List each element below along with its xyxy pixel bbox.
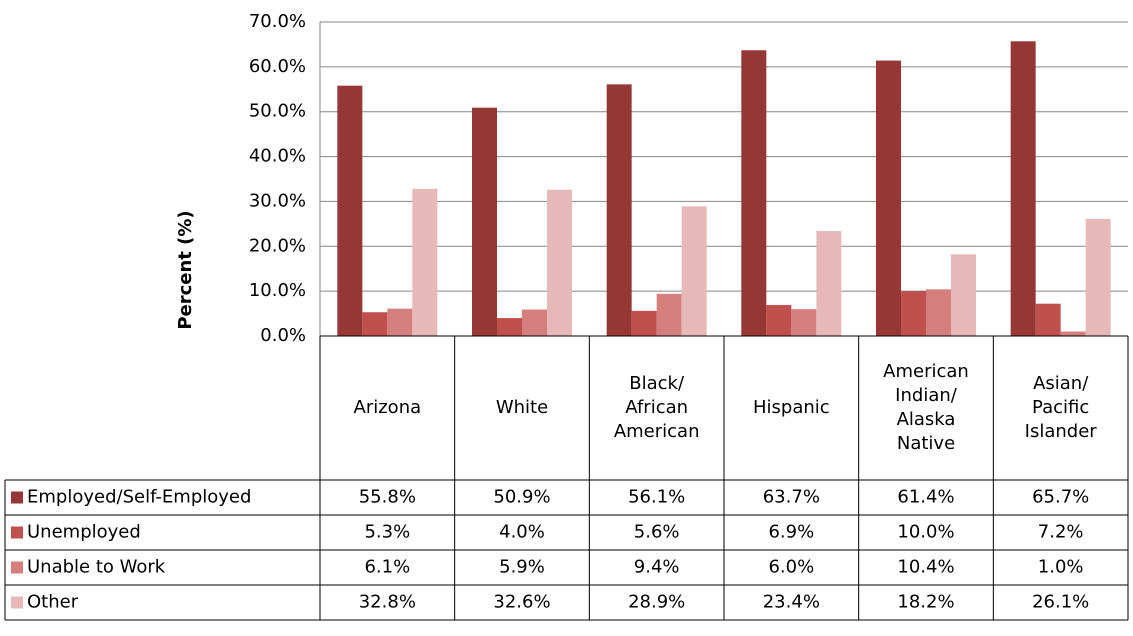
bar <box>816 231 842 336</box>
bar <box>951 254 976 336</box>
table-value: 4.0% <box>499 522 545 543</box>
table-value: 5.3% <box>364 522 410 543</box>
bar <box>681 206 707 336</box>
y-axis-title: Percent (%) <box>175 210 196 329</box>
bar <box>472 107 497 336</box>
legend-key <box>11 491 23 504</box>
bar <box>337 85 363 336</box>
category-label: American Indian/Alaska Native <box>883 361 969 454</box>
y-tick-label: 70.0% <box>249 11 306 32</box>
category-label: White <box>496 397 548 418</box>
bar <box>1085 218 1111 336</box>
table-value: 1.0% <box>1038 557 1084 578</box>
table-value: 10.4% <box>897 557 954 578</box>
table-value: 65.7% <box>1032 487 1089 508</box>
bar <box>791 309 817 336</box>
bar <box>497 318 522 336</box>
bar <box>606 84 632 336</box>
bar <box>522 309 547 336</box>
bar <box>1060 331 1086 336</box>
category-label: Black/African American <box>614 373 700 442</box>
y-tick-label: 40.0% <box>249 146 306 167</box>
table-value: 28.9% <box>628 592 685 613</box>
bar <box>1010 41 1036 336</box>
table-value: 9.4% <box>634 557 680 578</box>
table-value: 55.8% <box>359 487 416 508</box>
category-label: Arizona <box>354 397 422 418</box>
bar <box>362 312 388 336</box>
legend-label: Employed/Self-Employed <box>27 487 251 508</box>
bar <box>901 291 926 336</box>
y-tick-label: 0.0% <box>260 325 306 346</box>
bar <box>766 305 792 336</box>
table-value: 10.0% <box>897 522 954 543</box>
y-tick-label: 60.0% <box>249 56 306 77</box>
y-tick-label: 50.0% <box>249 101 306 122</box>
bar <box>1035 303 1061 336</box>
bar <box>876 60 901 336</box>
y-tick-label: 20.0% <box>249 235 306 256</box>
table-value: 26.1% <box>1032 592 1089 613</box>
category-label: Asian/Pacific Islander <box>1025 373 1098 442</box>
table-value: 5.9% <box>499 557 545 578</box>
bar <box>412 188 438 336</box>
table-value: 50.9% <box>493 487 550 508</box>
legend-label: Other <box>27 592 79 613</box>
bar <box>387 308 413 336</box>
category-label: Hispanic <box>753 397 830 418</box>
legend-key <box>11 526 23 539</box>
legend-label: Unemployed <box>27 522 141 543</box>
bar <box>741 50 767 336</box>
table-value: 6.1% <box>364 557 410 578</box>
table-value: 61.4% <box>897 487 954 508</box>
y-tick-label: 30.0% <box>249 190 306 211</box>
legend-key <box>11 561 23 574</box>
table-value: 63.7% <box>763 487 820 508</box>
legend-key <box>11 596 23 609</box>
legend-label: Unable to Work <box>27 557 166 578</box>
table-value: 5.6% <box>634 522 680 543</box>
table-value: 7.2% <box>1038 522 1084 543</box>
bar <box>631 310 657 336</box>
table-value: 32.6% <box>493 592 550 613</box>
y-tick-label: 10.0% <box>249 280 306 301</box>
bar <box>926 289 951 336</box>
table-value: 18.2% <box>897 592 954 613</box>
table-value: 6.0% <box>768 557 814 578</box>
table-value: 56.1% <box>628 487 685 508</box>
bar <box>547 189 572 336</box>
table-value: 6.9% <box>768 522 814 543</box>
table-value: 32.8% <box>359 592 416 613</box>
bar <box>656 293 682 336</box>
table-value: 23.4% <box>763 592 820 613</box>
